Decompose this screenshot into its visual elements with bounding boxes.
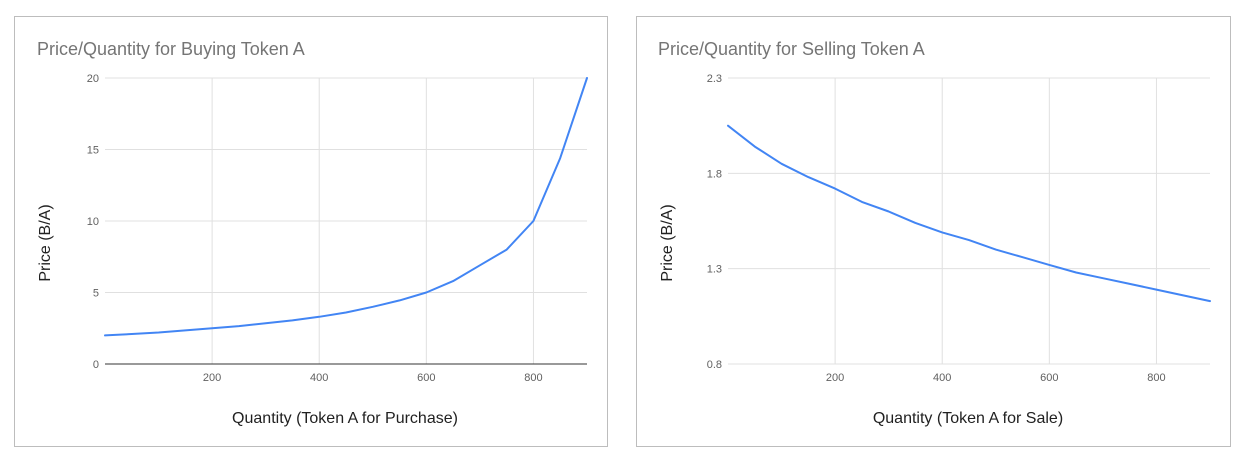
x-tick-label: 400 [933,372,951,384]
chart-buying-svg: Price/Quantity for Buying Token A 200 400… [37,39,588,427]
price-line [727,124,1211,303]
x-tick-label: 200 [826,372,844,384]
x-axis-label: Quantity (Token A for Purchase) [232,410,458,427]
x-tick-label: 600 [417,372,435,384]
x-tick-label: 600 [1040,372,1058,384]
y-tick-label: 1.3 [707,264,722,276]
y-tick-label: 5 [93,288,99,300]
x-tick-label: 400 [310,372,328,384]
series-lines [727,124,1211,303]
y-axis-label: Price (B/A) [659,204,676,281]
y-axis-label: Price (B/A) [37,204,54,281]
series-lines [104,77,588,337]
y-tick-label: 20 [87,73,99,85]
chart-selling-svg: Price/Quantity for Selling Token A 200 40… [658,39,1211,427]
y-tick-label: 10 [87,216,99,228]
y-tick-label: 1.8 [707,168,722,180]
y-tick-label: 0.8 [707,359,722,371]
chart-title: Price/Quantity for Selling Token A [658,39,925,59]
grid-lines [728,77,1210,365]
y-tick-label: 15 [87,145,99,157]
price-line [104,77,588,337]
y-tick-label: 2.3 [707,73,722,85]
tick-labels: 200 400 600 800 0.8 1.3 1.8 2.3 [707,73,1166,384]
y-tick-label: 0 [93,359,99,371]
x-axis-label: Quantity (Token A for Sale) [873,410,1063,427]
x-tick-label: 800 [524,372,542,384]
chart-selling-panel: Price/Quantity for Selling Token A 200 40… [636,16,1231,447]
grid-lines [105,77,587,365]
chart-buying-panel: Price/Quantity for Buying Token A 200 400… [14,16,608,447]
tick-labels: 200 400 600 800 0 5 10 15 20 [87,73,543,384]
x-tick-label: 200 [203,372,221,384]
x-tick-label: 800 [1147,372,1165,384]
chart-title: Price/Quantity for Buying Token A [37,39,305,59]
